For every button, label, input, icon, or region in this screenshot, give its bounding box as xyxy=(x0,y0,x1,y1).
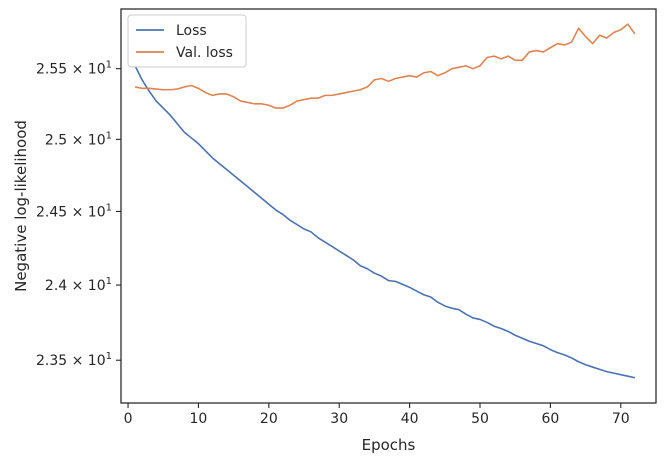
y-tick-label: 2.35 × 101 xyxy=(36,351,112,369)
plot-area xyxy=(120,8,657,404)
series-line-loss xyxy=(134,65,636,379)
series-line-val-loss xyxy=(134,23,636,109)
x-tick-label: 10 xyxy=(190,411,208,427)
x-tick-label: 70 xyxy=(612,411,630,427)
x-tick-label: 0 xyxy=(124,411,133,427)
x-tick-label: 50 xyxy=(471,411,489,427)
x-tick-label: 30 xyxy=(330,411,348,427)
x-axis-label: Epochs xyxy=(362,436,416,454)
y-axis: 2.35 × 101 2.4 × 101 2.45 × 101 2.5 × 101 2.… xyxy=(36,60,121,369)
x-axis: 0 10 20 30 40 50 60 70 xyxy=(124,403,630,427)
y-tick-label: 2.55 × 101 xyxy=(36,60,112,78)
y-tick-label: 2.4 × 101 xyxy=(45,276,112,294)
y-tick-label: 2.5 × 101 xyxy=(45,130,112,148)
x-tick-label: 60 xyxy=(541,411,559,427)
series-layer xyxy=(134,23,636,379)
y-tick-label: 2.45 × 101 xyxy=(36,202,112,220)
plot-frame xyxy=(120,8,657,404)
x-tick-label: 20 xyxy=(260,411,278,427)
legend-label: Loss xyxy=(176,23,207,39)
legend: Loss Val. loss xyxy=(127,14,247,68)
legend-box xyxy=(127,14,247,68)
y-axis-label: Negative log-likelihood xyxy=(12,120,30,292)
legend-label: Val. loss xyxy=(176,45,233,61)
x-tick-label: 40 xyxy=(401,411,419,427)
